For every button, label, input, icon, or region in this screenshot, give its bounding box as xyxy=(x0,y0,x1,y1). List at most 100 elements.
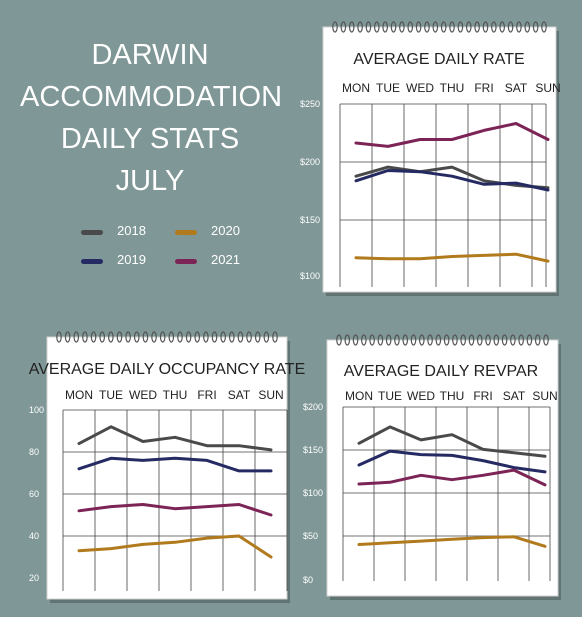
day-label: FRI xyxy=(197,388,216,402)
binding-ring xyxy=(211,331,218,343)
day-label: TUE xyxy=(376,81,400,95)
binding-ring xyxy=(369,334,375,346)
binding-ring xyxy=(377,334,384,346)
binding-ring xyxy=(418,334,425,346)
series-line-2018 xyxy=(357,425,547,458)
chart-title: AVERAGE DAILY REVPAR xyxy=(344,363,538,380)
binding-ring xyxy=(476,334,483,346)
day-label: SUN xyxy=(535,81,560,95)
binding-ring xyxy=(220,331,226,343)
binding-ring xyxy=(340,21,347,33)
day-label: MON xyxy=(65,388,93,402)
series-line-2020 xyxy=(357,535,547,548)
y-tick-label: $200 xyxy=(303,402,323,412)
binding-ring xyxy=(507,21,514,33)
y-tick-label: $200 xyxy=(300,157,320,167)
day-label: SAT xyxy=(505,81,528,95)
y-tick-label: $100 xyxy=(300,271,320,281)
day-label: WED xyxy=(407,389,435,403)
binding-ring xyxy=(491,21,497,33)
page-title: DARWIN ACCOMMODATION DAILY STATS JULY xyxy=(20,34,282,202)
legend-swatch xyxy=(81,259,103,264)
y-tick-label: 80 xyxy=(29,447,39,457)
day-label: SAT xyxy=(503,389,526,403)
binding-ring xyxy=(474,21,480,33)
binding-ring xyxy=(407,21,414,33)
day-label: TUE xyxy=(99,388,123,402)
binding-ring xyxy=(399,21,405,33)
y-tick-label: 40 xyxy=(29,531,39,541)
y-tick-label: $0 xyxy=(303,575,313,585)
day-label: FRI xyxy=(474,81,493,95)
binding-ring xyxy=(382,21,388,33)
series-line-2018 xyxy=(354,165,550,190)
chart-title: AVERAGE DAILY OCCUPANCY RATE xyxy=(29,361,306,378)
binding-ring xyxy=(168,331,175,343)
binding-ring xyxy=(116,331,123,343)
day-label: THU xyxy=(163,388,188,402)
legend-swatch xyxy=(175,230,197,235)
binding-ring xyxy=(90,331,97,343)
legend-label: 2020 xyxy=(211,223,240,238)
binding-ring xyxy=(246,331,252,343)
y-tick-label: $100 xyxy=(303,488,323,498)
series-line-2021 xyxy=(77,503,273,517)
binding-ring xyxy=(482,21,489,33)
day-label: SUN xyxy=(258,388,283,402)
binding-ring xyxy=(99,331,106,343)
binding-ring xyxy=(518,334,524,346)
binding-ring xyxy=(56,331,62,343)
binding-ring xyxy=(159,331,166,343)
series-line-2019 xyxy=(354,169,550,192)
legend-swatch xyxy=(175,259,197,264)
day-label: MON xyxy=(342,81,370,95)
binding-ring xyxy=(348,21,355,33)
binding-ring xyxy=(133,331,140,343)
binding-ring xyxy=(177,331,183,343)
binding-ring xyxy=(534,334,541,346)
legend-swatch xyxy=(81,230,103,235)
day-label: SAT xyxy=(228,388,251,402)
y-tick-label: $150 xyxy=(300,215,320,225)
binding-ring xyxy=(336,334,342,346)
binding-ring xyxy=(510,334,516,346)
series-line-2021 xyxy=(357,468,547,487)
day-label: WED xyxy=(129,388,157,402)
binding-ring xyxy=(394,334,400,346)
binding-ring xyxy=(151,331,157,343)
binding-ring xyxy=(332,21,338,33)
binding-ring xyxy=(468,334,475,346)
title-line: DARWIN xyxy=(91,39,209,71)
legend-label: 2019 xyxy=(117,252,146,267)
binding-ring xyxy=(385,334,392,346)
binding-ring xyxy=(465,21,472,33)
binding-ring xyxy=(443,334,450,346)
binding-ring xyxy=(373,21,380,33)
binding-ring xyxy=(532,21,539,33)
day-label: WED xyxy=(406,81,434,95)
binding-ring xyxy=(415,21,422,33)
y-tick-label: $50 xyxy=(303,531,318,541)
y-tick-label: 100 xyxy=(29,405,44,415)
series-line-2019 xyxy=(357,449,547,474)
binding-ring xyxy=(108,331,114,343)
binding-ring xyxy=(357,21,363,33)
binding-ring xyxy=(501,334,508,346)
binding-ring xyxy=(543,334,549,346)
binding-ring xyxy=(203,331,209,343)
binding-ring xyxy=(263,331,270,343)
binding-ring xyxy=(254,331,261,343)
binding-ring xyxy=(352,334,359,346)
binding-ring xyxy=(427,334,433,346)
legend-label: 2018 xyxy=(117,223,146,238)
title-line: DAILY STATS xyxy=(60,123,240,155)
series-line-2020 xyxy=(77,534,273,559)
y-tick-label: 20 xyxy=(29,573,39,583)
binding-ring xyxy=(493,334,500,346)
chart-title: AVERAGE DAILY RATE xyxy=(353,51,524,68)
y-tick-label: 60 xyxy=(29,489,39,499)
chart-card xyxy=(322,26,557,293)
day-label: TUE xyxy=(378,389,402,403)
binding-ring xyxy=(142,331,149,343)
